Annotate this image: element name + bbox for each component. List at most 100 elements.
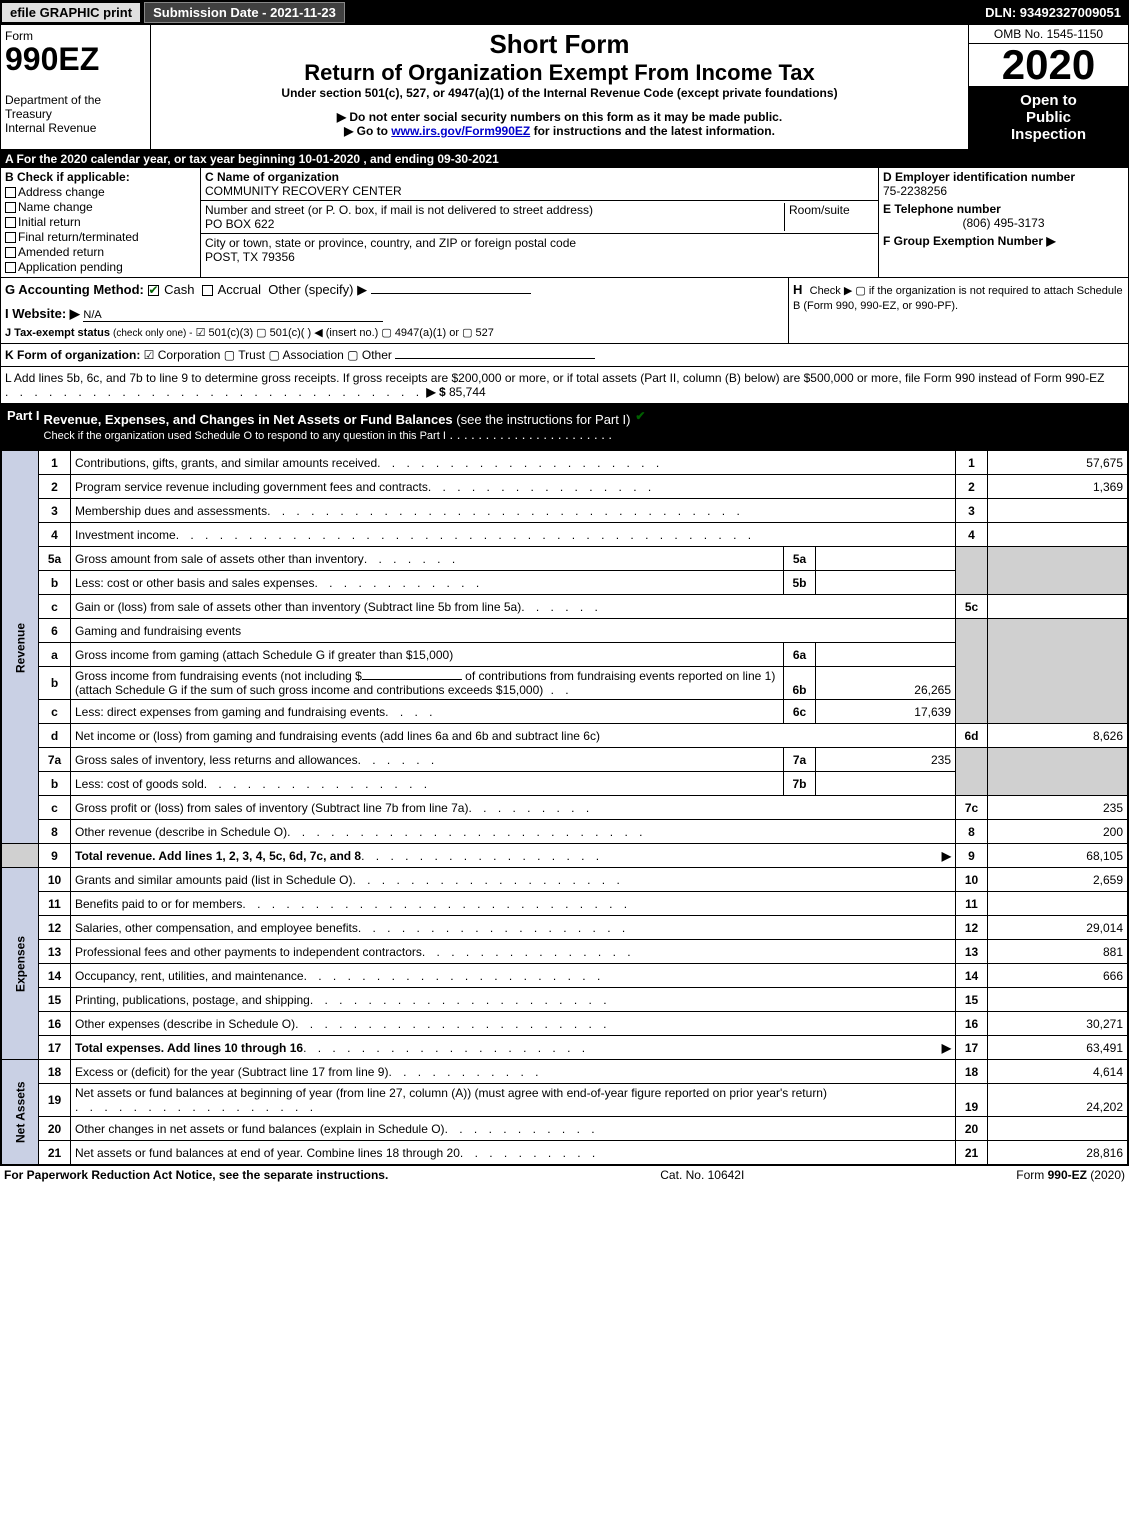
line-5a-desc: Gross amount from sale of assets other t… bbox=[75, 552, 364, 566]
line-5b-subval bbox=[816, 571, 956, 595]
city-label: City or town, state or province, country… bbox=[205, 236, 576, 250]
org-name-label: C Name of organization bbox=[205, 170, 339, 184]
line-6-desc: Gaming and fundraising events bbox=[71, 619, 956, 643]
line-5a-subval bbox=[816, 547, 956, 571]
website-label: I Website: ▶ bbox=[5, 306, 80, 321]
section-b: B Check if applicable: Address change Na… bbox=[1, 168, 201, 277]
top-bar: efile GRAPHIC print Submission Date - 20… bbox=[0, 0, 1129, 24]
page-footer: For Paperwork Reduction Act Notice, see … bbox=[0, 1166, 1129, 1184]
line-2-val: 1,369 bbox=[988, 475, 1128, 499]
line-6d-desc: Net income or (loss) from gaming and fun… bbox=[71, 724, 956, 748]
dln-label: DLN: 93492327009051 bbox=[985, 5, 1129, 20]
form-header: Form 990EZ Department of the Treasury In… bbox=[1, 25, 1128, 150]
line-5c-val bbox=[988, 595, 1128, 619]
lines-table: Revenue 1 Contributions, gifts, grants, … bbox=[1, 450, 1128, 1165]
line-16-desc: Other expenses (describe in Schedule O) bbox=[75, 1017, 295, 1031]
addr-label: Number and street (or P. O. box, if mail… bbox=[205, 203, 593, 217]
gross-receipts-value: 85,744 bbox=[449, 385, 486, 399]
section-d: D Employer identification number 75-2238… bbox=[878, 168, 1128, 277]
line-3-val bbox=[988, 499, 1128, 523]
form-of-org-options: ☑ Corporation ▢ Trust ▢ Association ▢ Ot… bbox=[144, 348, 392, 362]
part-1-label: Part I bbox=[7, 408, 40, 446]
dept-line2: Internal Revenue bbox=[5, 121, 146, 135]
line-18-desc: Excess or (deficit) for the year (Subtra… bbox=[75, 1065, 388, 1079]
line-7c-val: 235 bbox=[988, 796, 1128, 820]
chk-accrual[interactable] bbox=[202, 285, 213, 296]
line-1-val: 57,675 bbox=[988, 451, 1128, 475]
header-left: Form 990EZ Department of the Treasury In… bbox=[1, 25, 151, 149]
line-8-val: 200 bbox=[988, 820, 1128, 844]
line-15-val bbox=[988, 988, 1128, 1012]
subtitle: Under section 501(c), 527, or 4947(a)(1)… bbox=[155, 86, 964, 100]
efile-print-button[interactable]: efile GRAPHIC print bbox=[2, 3, 140, 22]
line-21-val: 28,816 bbox=[988, 1141, 1128, 1165]
ein-value: 75-2238256 bbox=[883, 184, 947, 198]
header-center: Short Form Return of Organization Exempt… bbox=[151, 25, 968, 149]
tax-year: 2020 bbox=[969, 44, 1128, 86]
line-4-val bbox=[988, 523, 1128, 547]
line-11-val bbox=[988, 892, 1128, 916]
link-suffix: for instructions and the latest informat… bbox=[530, 124, 775, 138]
row-gh: G Accounting Method: Cash Accrual Other … bbox=[1, 278, 1128, 344]
line-7c-desc: Gross profit or (loss) from sales of inv… bbox=[75, 801, 468, 815]
phone-value: (806) 495-3173 bbox=[883, 216, 1124, 230]
chk-application-pending[interactable]: Application pending bbox=[5, 260, 196, 274]
line-2-desc: Program service revenue including govern… bbox=[75, 480, 428, 494]
title-return: Return of Organization Exempt From Incom… bbox=[155, 60, 964, 86]
part-1-header: Part I Revenue, Expenses, and Changes in… bbox=[1, 404, 1128, 450]
dept-line1: Department of the Treasury bbox=[5, 93, 146, 121]
line-18-val: 4,614 bbox=[988, 1060, 1128, 1084]
line-6b-desc: Gross income from fundraising events (no… bbox=[71, 667, 784, 700]
submission-date-button[interactable]: Submission Date - 2021-11-23 bbox=[144, 2, 345, 23]
line-6c-desc: Less: direct expenses from gaming and fu… bbox=[75, 705, 385, 719]
ssn-warning: ▶ Do not enter social security numbers o… bbox=[155, 110, 964, 124]
row-a-tax-year: A For the 2020 calendar year, or tax yea… bbox=[1, 150, 1128, 168]
link-prefix: ▶ Go to bbox=[344, 124, 391, 138]
chk-initial-return[interactable]: Initial return bbox=[5, 215, 196, 229]
line-12-desc: Salaries, other compensation, and employ… bbox=[75, 921, 358, 935]
line-5b-desc: Less: cost or other basis and sales expe… bbox=[75, 576, 314, 590]
line-16-val: 30,271 bbox=[988, 1012, 1128, 1036]
tax-exempt-options: ☑ 501(c)(3) ▢ 501(c)( ) ◀ (insert no.) ▢… bbox=[196, 327, 494, 339]
chk-address-change[interactable]: Address change bbox=[5, 185, 196, 199]
chk-cash[interactable] bbox=[148, 285, 159, 296]
chk-name-change[interactable]: Name change bbox=[5, 200, 196, 214]
open-to-public: Open to Public Inspection bbox=[969, 86, 1128, 149]
row-g-accounting: G Accounting Method: Cash Accrual Other … bbox=[1, 278, 788, 343]
line-17-desc: Total expenses. Add lines 10 through 16 bbox=[75, 1041, 303, 1055]
line-20-desc: Other changes in net assets or fund bala… bbox=[75, 1122, 445, 1136]
section-b-header: B Check if applicable: bbox=[5, 170, 196, 184]
footer-left: For Paperwork Reduction Act Notice, see … bbox=[4, 1168, 388, 1182]
addr-value: PO BOX 622 bbox=[205, 217, 274, 231]
line-14-desc: Occupancy, rent, utilities, and maintena… bbox=[75, 969, 304, 983]
line-1-desc: Contributions, gifts, grants, and simila… bbox=[75, 456, 377, 470]
title-short-form: Short Form bbox=[155, 29, 964, 60]
line-15-desc: Printing, publications, postage, and shi… bbox=[75, 993, 310, 1007]
line-11-desc: Benefits paid to or for members bbox=[75, 897, 242, 911]
part1-schedule-o-check[interactable] bbox=[634, 408, 647, 446]
topbar-left: efile GRAPHIC print Submission Date - 20… bbox=[0, 0, 347, 24]
chk-amended-return[interactable]: Amended return bbox=[5, 245, 196, 259]
line-12-val: 29,014 bbox=[988, 916, 1128, 940]
line-17-val: 63,491 bbox=[988, 1036, 1128, 1060]
footer-center: Cat. No. 10642I bbox=[660, 1168, 744, 1182]
line-19-desc: Net assets or fund balances at beginning… bbox=[75, 1086, 827, 1100]
header-right: OMB No. 1545-1150 2020 Open to Public In… bbox=[968, 25, 1128, 149]
section-bcd: B Check if applicable: Address change Na… bbox=[1, 168, 1128, 278]
line-5c-desc: Gain or (loss) from sale of assets other… bbox=[75, 600, 521, 614]
line-10-desc: Grants and similar amounts paid (list in… bbox=[75, 873, 352, 887]
side-revenue: Revenue bbox=[2, 451, 39, 844]
chk-final-return[interactable]: Final return/terminated bbox=[5, 230, 196, 244]
row-l: L Add lines 5b, 6c, and 7b to line 9 to … bbox=[1, 367, 1128, 404]
line-13-val: 881 bbox=[988, 940, 1128, 964]
line-6b-subval: 26,265 bbox=[816, 667, 956, 700]
phone-label: E Telephone number bbox=[883, 202, 1001, 216]
irs-link[interactable]: www.irs.gov/Form990EZ bbox=[391, 124, 530, 138]
form-number: 990EZ bbox=[5, 43, 146, 75]
form-container: Form 990EZ Department of the Treasury In… bbox=[0, 24, 1129, 1166]
line-13-desc: Professional fees and other payments to … bbox=[75, 945, 422, 959]
line-4-desc: Investment income bbox=[75, 528, 176, 542]
group-exemption-label: F Group Exemption Number ▶ bbox=[883, 234, 1056, 248]
line-20-val bbox=[988, 1117, 1128, 1141]
line-6d-val: 8,626 bbox=[988, 724, 1128, 748]
